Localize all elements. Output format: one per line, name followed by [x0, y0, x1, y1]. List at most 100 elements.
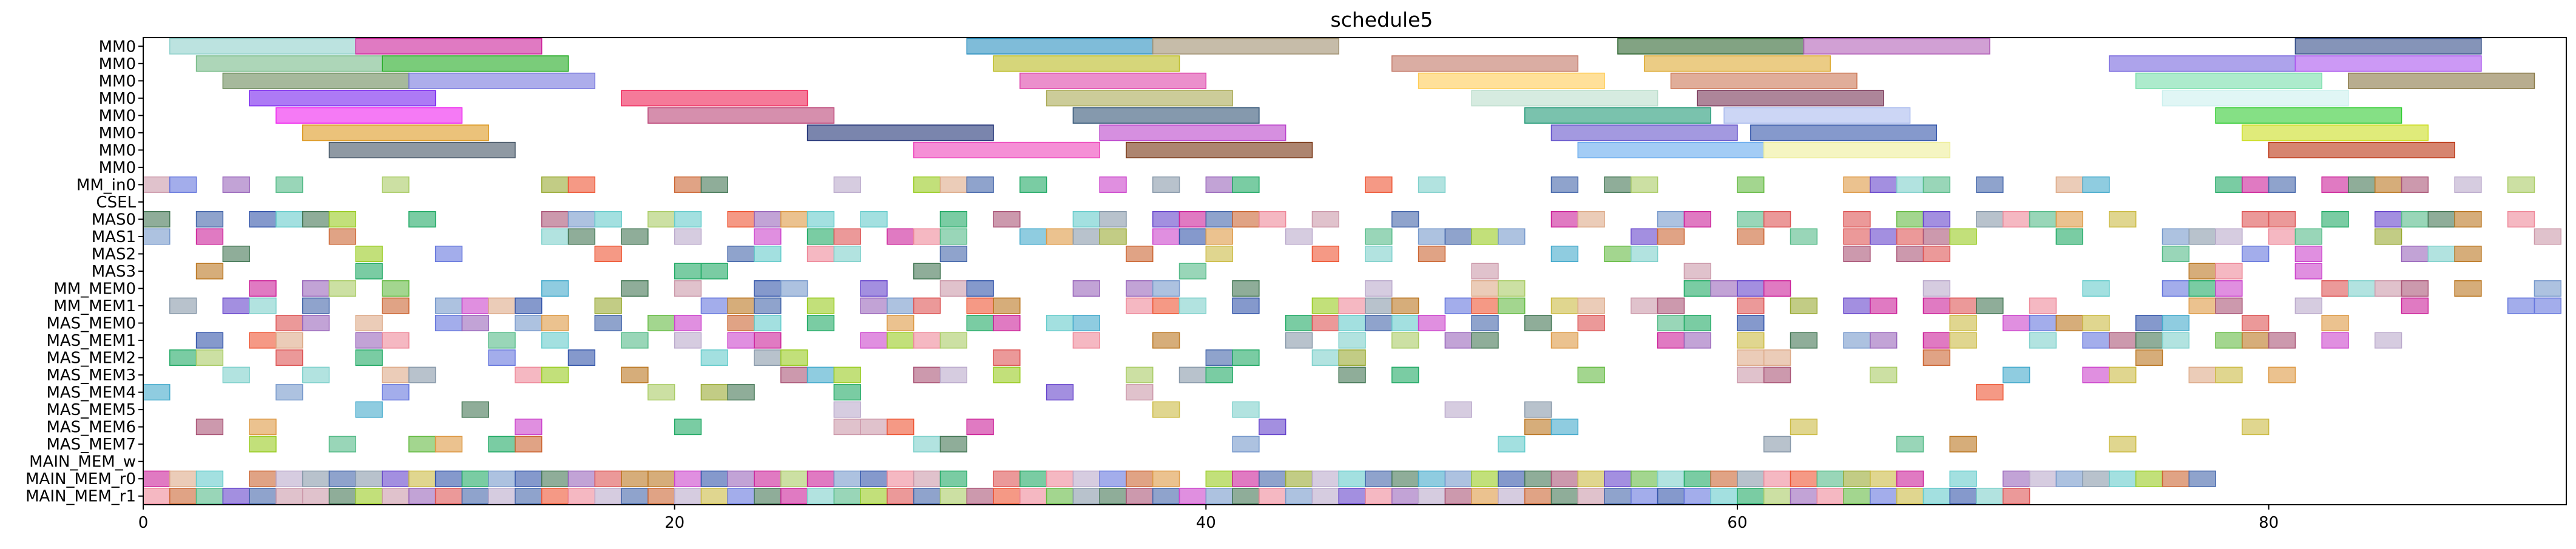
task-block	[567, 488, 596, 505]
task-block	[1843, 332, 1871, 349]
task-block	[700, 488, 728, 505]
task-block	[2162, 315, 2190, 332]
task-block	[1285, 228, 1313, 245]
task-block	[328, 488, 357, 505]
task-block	[1604, 488, 1632, 505]
task-block	[302, 488, 330, 505]
task-block	[2029, 315, 2057, 332]
task-block	[966, 176, 994, 193]
task-block	[1285, 332, 1313, 349]
task-block	[1843, 297, 1871, 314]
x-tick-label: 0	[138, 514, 149, 532]
row-label: MAIN_MEM_w	[29, 453, 136, 471]
task-block	[2082, 366, 2110, 383]
task-block	[169, 176, 197, 193]
task-block	[541, 211, 569, 227]
task-block	[1737, 349, 1765, 366]
task-block	[515, 366, 543, 383]
task-block	[2188, 263, 2216, 280]
task-block	[2507, 297, 2535, 314]
task-block	[1896, 245, 1924, 262]
task-block	[1338, 488, 1366, 505]
task-block	[833, 470, 861, 487]
task-block	[887, 470, 914, 487]
task-block	[1737, 176, 1765, 193]
task-block	[276, 176, 303, 193]
task-block	[355, 315, 383, 332]
task-block	[993, 349, 1021, 366]
gantt-bar	[1072, 107, 1260, 124]
task-block	[647, 315, 675, 332]
task-block	[1338, 366, 1366, 383]
task-block	[913, 332, 941, 349]
task-block	[249, 280, 277, 297]
task-block	[382, 176, 410, 193]
task-block	[328, 436, 357, 453]
task-block	[754, 349, 782, 366]
task-block	[2029, 211, 2057, 227]
plot-frame	[143, 37, 2567, 505]
task-block	[1178, 263, 1207, 280]
task-block	[2534, 297, 2561, 314]
task-block	[1631, 176, 1658, 193]
row-label: MAS1	[92, 228, 136, 246]
task-block	[276, 384, 303, 401]
task-block	[1126, 366, 1154, 383]
bars-layer	[143, 38, 2561, 505]
task-block	[594, 315, 622, 332]
task-block	[621, 280, 649, 297]
task-block	[2507, 176, 2535, 193]
task-block	[1285, 488, 1313, 505]
task-block	[2188, 228, 2216, 245]
task-block	[515, 297, 543, 314]
task-block	[594, 488, 622, 505]
task-block	[1577, 488, 1605, 505]
task-block	[1816, 470, 1844, 487]
task-block	[833, 419, 861, 436]
task-block	[249, 211, 277, 227]
task-block	[1949, 228, 1977, 245]
task-block	[1232, 436, 1260, 453]
task-block	[1922, 228, 1950, 245]
task-block	[2029, 297, 2057, 314]
task-block	[1524, 470, 1552, 487]
row-label: MAS3	[92, 263, 136, 281]
gantt-bar	[913, 141, 1100, 158]
task-block	[1046, 384, 1074, 401]
task-block	[515, 488, 543, 505]
task-block	[1737, 228, 1765, 245]
task-block	[2401, 297, 2429, 314]
task-block	[1949, 332, 1977, 349]
gantt-bar	[806, 124, 994, 141]
gantt-bar	[2215, 107, 2402, 124]
task-block	[1178, 297, 1207, 314]
task-block	[515, 315, 543, 332]
task-block	[754, 470, 782, 487]
task-block	[2215, 332, 2243, 349]
gantt-bar	[408, 72, 596, 89]
task-block	[515, 419, 543, 436]
task-block	[700, 384, 728, 401]
task-block	[434, 436, 463, 453]
task-block	[2348, 280, 2376, 297]
task-block	[2454, 211, 2482, 227]
task-block	[408, 488, 436, 505]
task-block	[806, 228, 835, 245]
task-block	[302, 280, 330, 297]
task-block	[461, 401, 489, 418]
task-block	[1657, 488, 1685, 505]
task-block	[2109, 332, 2137, 349]
task-block	[2375, 332, 2402, 349]
task-block	[355, 263, 383, 280]
x-tick-label: 20	[664, 514, 685, 532]
task-block	[674, 228, 702, 245]
task-block	[2348, 176, 2376, 193]
task-block	[1870, 176, 1898, 193]
task-block	[1178, 211, 1207, 227]
task-block	[2321, 176, 2349, 193]
task-block	[1232, 488, 1260, 505]
task-block	[1631, 297, 1658, 314]
task-block	[1365, 245, 1393, 262]
gantt-bar	[2135, 72, 2322, 89]
task-block	[1550, 211, 1579, 227]
